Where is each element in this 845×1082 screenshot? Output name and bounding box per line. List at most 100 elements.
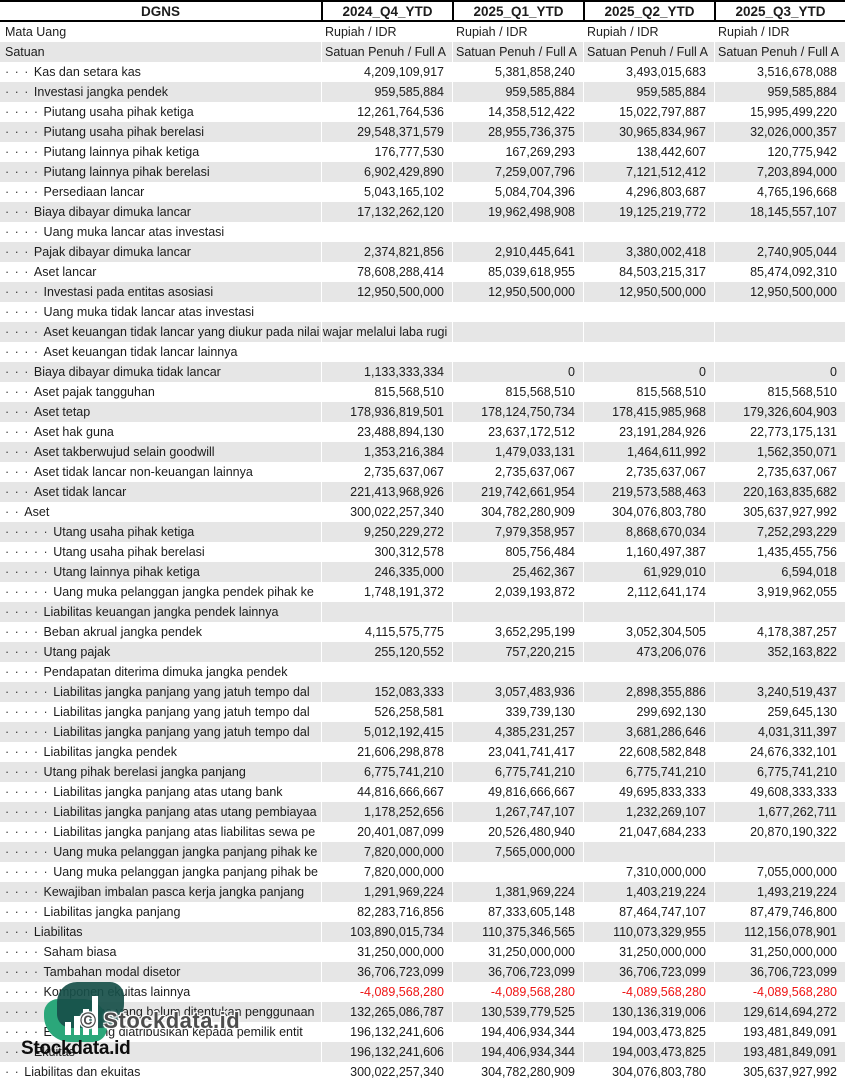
table-row: · · · · · Utang usaha pihak berelasi 300,… — [0, 542, 845, 562]
value-cell: 815,568,510 — [321, 382, 452, 402]
value-cell: 22,773,175,131 — [714, 422, 845, 442]
indent-dots: · · · · — [5, 885, 44, 899]
value-cell: 24,676,332,101 — [714, 742, 845, 762]
value-cell — [321, 662, 452, 682]
value-cell: 0 — [583, 362, 714, 382]
value-cell: 219,573,588,463 — [583, 482, 714, 502]
table-row: · · · · Investasi pada entitas asosiasi 1… — [0, 282, 845, 302]
value-cell: 221,413,968,926 — [321, 482, 452, 502]
table-row: · · · Kas dan setara kas 4,209,109,917 5,3… — [0, 62, 845, 82]
table-row: · · · · Piutang usaha pihak ketiga 12,261… — [0, 102, 845, 122]
value-cell: 176,777,530 — [321, 142, 452, 162]
table-body: · · · Kas dan setara kas 4,209,109,917 5,3… — [0, 62, 845, 1082]
value-cell: 1,435,455,756 — [714, 542, 845, 562]
value-cell: 22,608,582,848 — [583, 742, 714, 762]
value-cell: 84,503,215,317 — [583, 262, 714, 282]
row-label: · · · Aset tidak lancar — [5, 485, 127, 499]
value-cell — [321, 302, 452, 322]
value-cell: 87,464,747,107 — [583, 902, 714, 922]
indent-dots: · · · — [5, 385, 34, 399]
row-label: · · · · Aset keuangan tidak lancar lainn… — [5, 345, 238, 359]
value-cell: 194,003,473,825 — [583, 1042, 714, 1062]
value-cell: 6,775,741,210 — [714, 762, 845, 782]
value-cell: 7,252,293,229 — [714, 522, 845, 542]
row-label: · · · · Piutang usaha pihak ketiga — [5, 105, 194, 119]
value-cell: 3,652,295,199 — [452, 622, 583, 642]
value-cell: 18,145,557,107 — [714, 202, 845, 222]
value-cell: 3,240,519,437 — [714, 682, 845, 702]
value-cell: 300,022,257,340 — [321, 502, 452, 522]
table-row: · · · · Aset keuangan tidak lancar lainn… — [0, 342, 845, 362]
value-cell — [321, 222, 452, 242]
indent-dots: · · · — [5, 65, 34, 79]
table-row: · · · · Saham biasa 31,250,000,000 31,250,… — [0, 942, 845, 962]
value-cell: 49,816,666,667 — [452, 782, 583, 802]
table-row: · · · Biaya dibayar dimuka lancar 17,132,… — [0, 202, 845, 222]
indent-dots: · · · · · — [5, 865, 54, 879]
value-cell — [583, 302, 714, 322]
indent-dots: · · · · — [5, 665, 44, 679]
value-cell: 1,748,191,372 — [321, 582, 452, 602]
value-cell: 255,120,552 — [321, 642, 452, 662]
indent-dots: · · · · · — [5, 1005, 54, 1019]
table-row: · · · · Utang pajak 255,120,552 757,220,21… — [0, 642, 845, 662]
indent-dots: · · · — [5, 265, 34, 279]
indent-dots: · · · — [5, 925, 34, 939]
indent-dots: · · · · — [5, 905, 44, 919]
value-cell: 36,706,723,099 — [583, 962, 714, 982]
value-cell: 87,333,605,148 — [452, 902, 583, 922]
currency-cell: Rupiah / IDR — [583, 22, 714, 42]
row-label: · · · Investasi jangka pendek — [5, 85, 169, 99]
value-cell: 49,695,833,333 — [583, 782, 714, 802]
table-row: · · · · Utang pihak berelasi jangka panj… — [0, 762, 845, 782]
value-cell: 6,902,429,890 — [321, 162, 452, 182]
row-label: · · · · · Utang usaha pihak ketiga — [5, 525, 195, 539]
value-cell: 1,178,252,656 — [321, 802, 452, 822]
value-cell: 3,052,304,505 — [583, 622, 714, 642]
table-row: · · · · Komponen ekuitas lainnya-4,089,5… — [0, 982, 845, 1002]
value-cell: 4,296,803,687 — [583, 182, 714, 202]
value-cell: 82,283,716,856 — [321, 902, 452, 922]
value-cell: 12,950,500,000 — [714, 282, 845, 302]
row-label: · · · · Ekuitas yang diatribusikan kepad… — [5, 1025, 303, 1039]
value-cell: 31,250,000,000 — [583, 942, 714, 962]
value-cell: 304,782,280,909 — [452, 502, 583, 522]
value-cell: 36,706,723,099 — [452, 962, 583, 982]
value-cell: 757,220,215 — [452, 642, 583, 662]
logo-leaf-dark — [57, 982, 124, 1028]
indent-dots: · · · · · — [5, 685, 54, 699]
table-row: · · · · Kewajiban imbalan pasca kerja ja… — [0, 882, 845, 902]
value-cell — [714, 302, 845, 322]
value-cell: 2,374,821,856 — [321, 242, 452, 262]
value-cell — [714, 662, 845, 682]
indent-dots: · · · · · — [5, 725, 54, 739]
value-cell: 23,041,741,417 — [452, 742, 583, 762]
value-cell: 220,163,835,682 — [714, 482, 845, 502]
value-cell: 2,898,355,886 — [583, 682, 714, 702]
table-row: · · · · Piutang lainnya pihak berelasi 6,… — [0, 162, 845, 182]
value-cell — [714, 342, 845, 362]
table-row: · · · · Persediaan lancar 5,043,165,102 5,… — [0, 182, 845, 202]
value-cell: 110,073,329,955 — [583, 922, 714, 942]
value-cell: 85,474,092,310 — [714, 262, 845, 282]
value-cell: 300,022,257,340 — [321, 1062, 452, 1082]
row-label: · · · · Utang pihak berelasi jangka panj… — [5, 765, 246, 779]
row-label: · · · · · Utang usaha pihak berelasi — [5, 545, 205, 559]
value-cell: 20,526,480,940 — [452, 822, 583, 842]
row-label: · · · Aset tetap — [5, 405, 91, 419]
value-cell: 17,132,262,120 — [321, 202, 452, 222]
row-label: · · · · · Liabilitas jangka panjang atas… — [5, 825, 316, 839]
table-row: · · · · Beban akrual jangka pendek 4,115,… — [0, 622, 845, 642]
value-cell: 44,816,666,667 — [321, 782, 452, 802]
value-cell: 85,039,618,955 — [452, 262, 583, 282]
satuan-row: Satuan Satuan Penuh / Full A Satuan Penuh… — [0, 42, 845, 62]
value-cell: 3,057,483,936 — [452, 682, 583, 702]
indent-dots: · · · · — [5, 145, 44, 159]
value-cell: 2,735,637,067 — [583, 462, 714, 482]
row-label: · · · · Liabilitas keuangan jangka pende… — [5, 605, 279, 619]
value-cell: 2,735,637,067 — [714, 462, 845, 482]
value-cell: 20,401,087,099 — [321, 822, 452, 842]
table-row: · · · Investasi jangka pendek 959,585,884… — [0, 82, 845, 102]
value-cell: 179,326,604,903 — [714, 402, 845, 422]
table-row: · · · Pajak dibayar dimuka lancar 2,374,8… — [0, 242, 845, 262]
